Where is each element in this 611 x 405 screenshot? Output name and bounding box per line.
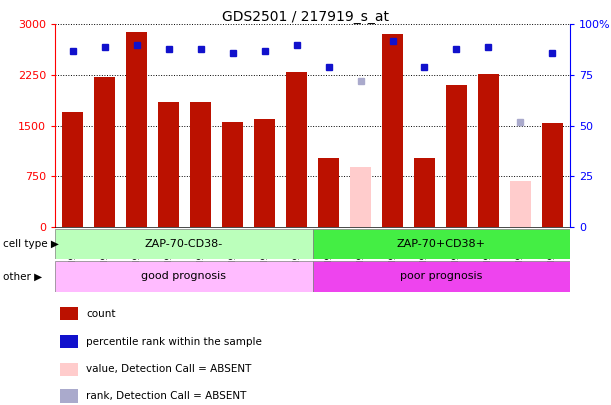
Text: value, Detection Call = ABSENT: value, Detection Call = ABSENT	[86, 364, 251, 374]
Bar	[190, 102, 211, 227]
Bar	[222, 122, 243, 227]
Bar	[350, 167, 371, 227]
Bar	[478, 74, 499, 227]
Bar	[254, 119, 275, 227]
Text: ZAP-70+CD38+: ZAP-70+CD38+	[397, 239, 486, 249]
Bar	[318, 158, 339, 227]
Bar	[313, 229, 570, 259]
Text: good prognosis: good prognosis	[141, 271, 226, 281]
Bar	[94, 77, 115, 227]
Bar	[60, 307, 78, 320]
Text: ZAP-70-CD38-: ZAP-70-CD38-	[145, 239, 223, 249]
Bar	[414, 158, 435, 227]
Text: cell type ▶: cell type ▶	[3, 239, 59, 249]
Bar	[62, 112, 83, 227]
Bar	[542, 123, 563, 227]
Bar	[510, 181, 531, 227]
Bar	[60, 390, 78, 403]
Bar	[60, 363, 78, 376]
Bar	[126, 32, 147, 227]
Text: poor prognosis: poor prognosis	[400, 271, 483, 281]
Bar	[446, 85, 467, 227]
Bar	[158, 102, 179, 227]
Bar	[55, 229, 313, 259]
Bar	[60, 335, 78, 348]
Text: rank, Detection Call = ABSENT: rank, Detection Call = ABSENT	[86, 391, 246, 401]
Bar	[55, 261, 313, 292]
Bar	[286, 72, 307, 227]
Text: GDS2501 / 217919_s_at: GDS2501 / 217919_s_at	[222, 10, 389, 24]
Text: percentile rank within the sample: percentile rank within the sample	[86, 337, 262, 347]
Text: other ▶: other ▶	[3, 271, 42, 281]
Bar	[313, 261, 570, 292]
Text: count: count	[86, 309, 115, 319]
Bar	[382, 34, 403, 227]
